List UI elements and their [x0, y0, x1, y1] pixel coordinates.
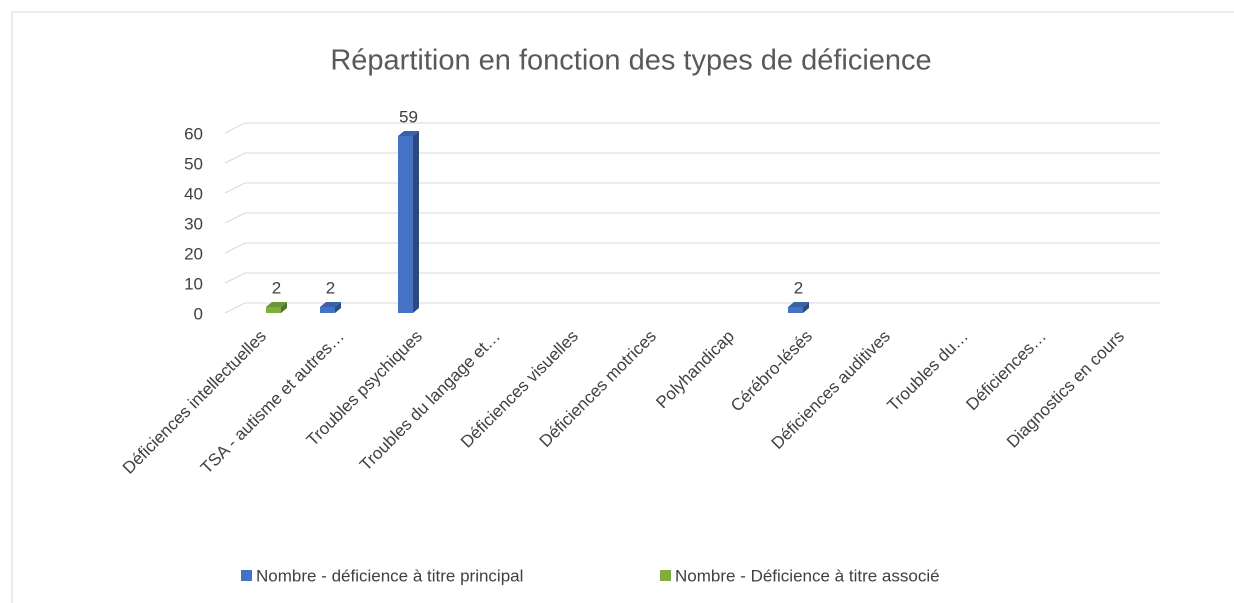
bar-side [335, 302, 341, 313]
y-tick-label: 60 [184, 124, 203, 143]
grid-line [224, 182, 1160, 194]
x-tick-label: Troubles du langage et… [356, 327, 504, 475]
bar-top [320, 302, 341, 307]
grid-line [224, 122, 1160, 134]
bar-side [803, 302, 809, 313]
x-tick-label: TSA - autisme et autres… [197, 327, 348, 478]
bar [266, 307, 281, 313]
y-tick-label: 50 [184, 154, 203, 173]
y-tick-label: 30 [184, 214, 203, 233]
y-tick-label: 10 [184, 274, 203, 293]
bar [320, 307, 335, 313]
bar-top [788, 302, 809, 307]
y-tick-label: 40 [184, 184, 203, 203]
bar-side [281, 302, 287, 313]
data-label: 2 [326, 278, 335, 297]
grid-line [224, 272, 1160, 284]
bar [398, 136, 413, 313]
grid-line [224, 152, 1160, 164]
legend-swatch [660, 570, 671, 581]
chart-border [11, 11, 1234, 603]
x-tick-label: Déficiences… [962, 327, 1050, 415]
x-tick-label: Cérébro-lésés [727, 327, 816, 416]
legend-swatch [241, 570, 252, 581]
data-label: 59 [399, 107, 418, 126]
grid-line [224, 212, 1160, 224]
bar-top [398, 131, 419, 136]
data-label: 2 [794, 278, 803, 297]
bar [788, 307, 803, 313]
grid-line [224, 302, 1160, 314]
chart-title: Répartition en fonction des types de déf… [330, 45, 931, 77]
legend-label: Nombre - Déficience à titre associé [675, 566, 940, 585]
x-tick-label: Déficiences intellectuelles [119, 327, 270, 478]
data-label: 2 [272, 278, 281, 297]
y-tick-label: 20 [184, 244, 203, 263]
bar-side [413, 131, 419, 313]
y-tick-label: 0 [194, 304, 203, 323]
x-tick-label: Troubles du… [884, 327, 972, 415]
grid-line [224, 242, 1160, 254]
legend-label: Nombre - déficience à titre principal [256, 566, 523, 585]
x-tick-label: Polyhandicap [652, 327, 738, 413]
bar-top [266, 302, 287, 307]
